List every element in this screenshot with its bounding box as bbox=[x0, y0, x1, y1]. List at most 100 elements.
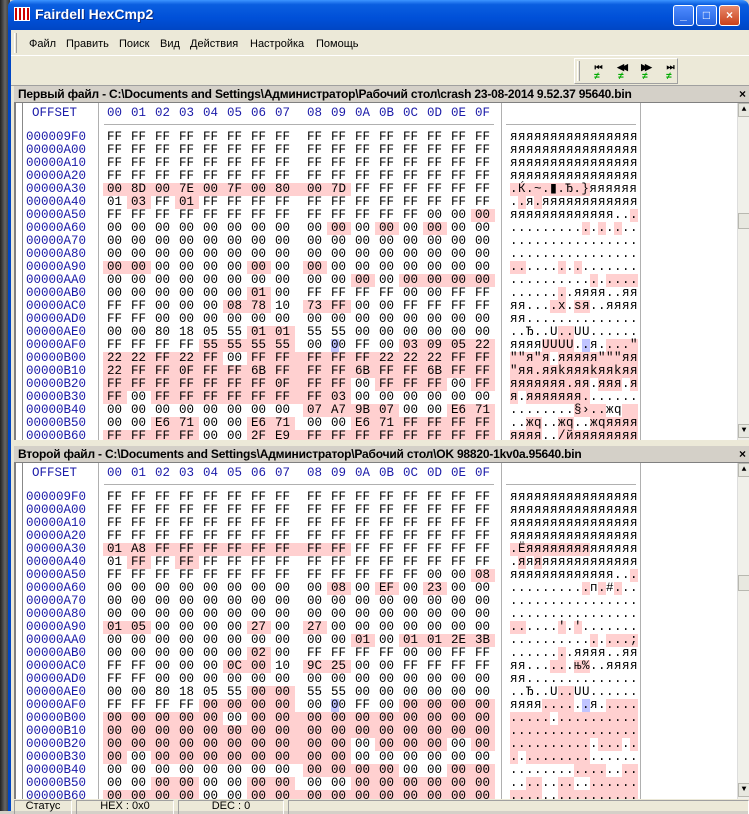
hex-byte[interactable]: 00 bbox=[107, 594, 123, 608]
hex-byte[interactable]: FF bbox=[403, 364, 419, 378]
hex-byte[interactable]: FF bbox=[451, 646, 467, 660]
hex-byte[interactable]: FF bbox=[155, 503, 171, 517]
hex-byte[interactable]: FF bbox=[251, 542, 267, 556]
ascii-row[interactable]: я.яяяяяяя....... bbox=[510, 390, 639, 404]
hex-byte[interactable]: 00 bbox=[403, 711, 419, 725]
hex-byte[interactable]: FF bbox=[427, 169, 443, 183]
hex-byte[interactable]: FF bbox=[451, 429, 467, 441]
ascii-row[interactable]: ""я"я.яяяяя"""яя bbox=[510, 351, 639, 365]
hex-byte[interactable]: FF bbox=[427, 516, 443, 530]
toolbar-grip[interactable] bbox=[577, 61, 580, 81]
hex-byte[interactable]: FF bbox=[203, 542, 219, 556]
hex-byte[interactable]: 00 bbox=[379, 620, 395, 634]
hex-byte[interactable]: FF bbox=[227, 490, 243, 504]
hex-byte[interactable]: FF bbox=[451, 503, 467, 517]
hex-byte[interactable]: FF bbox=[179, 698, 195, 712]
hex-byte[interactable]: FF bbox=[275, 529, 291, 543]
hex-byte[interactable]: 00 bbox=[475, 724, 491, 738]
hex-byte[interactable]: 00 bbox=[427, 789, 443, 800]
hex-byte[interactable]: 00 bbox=[355, 299, 371, 313]
hex-byte[interactable]: FF bbox=[307, 429, 323, 441]
hex-byte[interactable]: 00 bbox=[355, 776, 371, 790]
hex-byte[interactable]: FF bbox=[307, 490, 323, 504]
hex-byte[interactable]: 00 bbox=[179, 646, 195, 660]
hex-byte[interactable]: FF bbox=[307, 351, 323, 365]
hex-byte[interactable]: 00 bbox=[475, 594, 491, 608]
hex-byte[interactable]: FF bbox=[227, 169, 243, 183]
hex-byte[interactable]: 10 bbox=[275, 299, 291, 313]
hex-byte[interactable]: FF bbox=[155, 377, 171, 391]
hex-byte[interactable]: FF bbox=[355, 542, 371, 556]
hex-byte[interactable]: 3B bbox=[475, 633, 491, 647]
hex-byte[interactable]: 00 bbox=[379, 390, 395, 404]
hex-byte[interactable]: FF bbox=[307, 156, 323, 170]
hex-byte[interactable]: FF bbox=[131, 169, 147, 183]
scroll-up-icon[interactable]: ▲ bbox=[738, 463, 749, 477]
hex-byte[interactable]: FF bbox=[475, 143, 491, 157]
hex-byte[interactable]: 80 bbox=[275, 182, 291, 196]
hex-byte[interactable]: 55 bbox=[331, 325, 347, 339]
hex-byte[interactable]: 00 bbox=[275, 750, 291, 764]
hex-byte[interactable]: FF bbox=[355, 555, 371, 569]
hex-byte[interactable]: 00 bbox=[203, 737, 219, 751]
hex-byte[interactable]: 00 bbox=[203, 273, 219, 287]
hex-byte[interactable]: 00 bbox=[427, 568, 443, 582]
hex-byte[interactable]: FF bbox=[227, 195, 243, 209]
hex-byte[interactable]: 00 bbox=[155, 776, 171, 790]
hex-byte[interactable]: 00 bbox=[107, 776, 123, 790]
hex-byte[interactable]: FF bbox=[355, 516, 371, 530]
hex-byte[interactable]: 00 bbox=[155, 403, 171, 417]
hex-byte[interactable]: FF bbox=[251, 195, 267, 209]
hex-byte[interactable]: 00 bbox=[155, 286, 171, 300]
hex-byte[interactable]: 00 bbox=[275, 607, 291, 621]
hex-byte[interactable]: FF bbox=[203, 130, 219, 144]
hex-byte[interactable]: FF bbox=[251, 490, 267, 504]
hex-byte[interactable]: 00 bbox=[227, 234, 243, 248]
hex-byte[interactable]: 00 bbox=[131, 750, 147, 764]
hex-byte[interactable]: 00 bbox=[403, 724, 419, 738]
hex-byte[interactable]: 03 bbox=[131, 195, 147, 209]
hex-byte[interactable]: 9C bbox=[307, 659, 323, 673]
hex-byte[interactable]: 00 bbox=[451, 390, 467, 404]
hex-byte[interactable]: 00 bbox=[179, 789, 195, 800]
hex-byte[interactable]: 00 bbox=[379, 763, 395, 777]
hex-byte[interactable]: FF bbox=[107, 312, 123, 326]
hex-byte[interactable]: 00 bbox=[203, 698, 219, 712]
ascii-row[interactable]: ................ bbox=[510, 234, 639, 248]
hex-byte[interactable]: 00 bbox=[355, 763, 371, 777]
hex-byte[interactable]: FF bbox=[475, 555, 491, 569]
ascii-row[interactable]: ..я.яяяяяяяяяяяя bbox=[510, 195, 639, 209]
ascii-row[interactable]: яя......њ%..яяяя bbox=[510, 659, 639, 673]
hex-byte[interactable]: 00 bbox=[475, 221, 491, 235]
hex-byte[interactable]: FF bbox=[131, 208, 147, 222]
close-icon[interactable]: × bbox=[719, 5, 740, 26]
hex-byte[interactable]: 00 bbox=[107, 247, 123, 261]
hex-byte[interactable]: FF bbox=[203, 364, 219, 378]
hex-byte[interactable]: 00 bbox=[251, 698, 267, 712]
hex-byte[interactable]: FF bbox=[131, 516, 147, 530]
hex-byte[interactable]: 00 bbox=[203, 776, 219, 790]
hex-byte[interactable]: FF bbox=[275, 516, 291, 530]
hex-byte[interactable]: 00 bbox=[131, 416, 147, 430]
hex-byte[interactable]: FF bbox=[179, 555, 195, 569]
hex-byte[interactable]: FF bbox=[307, 169, 323, 183]
hex-byte[interactable]: 00 bbox=[275, 286, 291, 300]
hex-byte[interactable]: 05 bbox=[451, 338, 467, 352]
hex-byte[interactable]: FF bbox=[227, 377, 243, 391]
first-difference-button[interactable]: ⏮ ≠ bbox=[587, 63, 607, 82]
hex-byte[interactable]: FF bbox=[251, 529, 267, 543]
hex-byte[interactable]: FF bbox=[403, 555, 419, 569]
hex-byte[interactable]: FF bbox=[275, 390, 291, 404]
hex-byte[interactable]: 00 bbox=[227, 581, 243, 595]
hex-byte[interactable]: 22 bbox=[427, 351, 443, 365]
hex-byte[interactable]: 22 bbox=[131, 351, 147, 365]
ascii-row[interactable]: ................ bbox=[510, 711, 639, 725]
hex-byte[interactable]: 00 bbox=[403, 789, 419, 800]
hex-byte[interactable]: 00 bbox=[307, 672, 323, 686]
hex-byte[interactable]: FF bbox=[307, 555, 323, 569]
hex-byte[interactable]: 73 bbox=[307, 299, 323, 313]
hex-byte[interactable]: 00 bbox=[251, 750, 267, 764]
hex-byte[interactable]: FF bbox=[307, 364, 323, 378]
hex-byte[interactable]: FF bbox=[203, 490, 219, 504]
hex-byte[interactable]: 00 bbox=[379, 789, 395, 800]
